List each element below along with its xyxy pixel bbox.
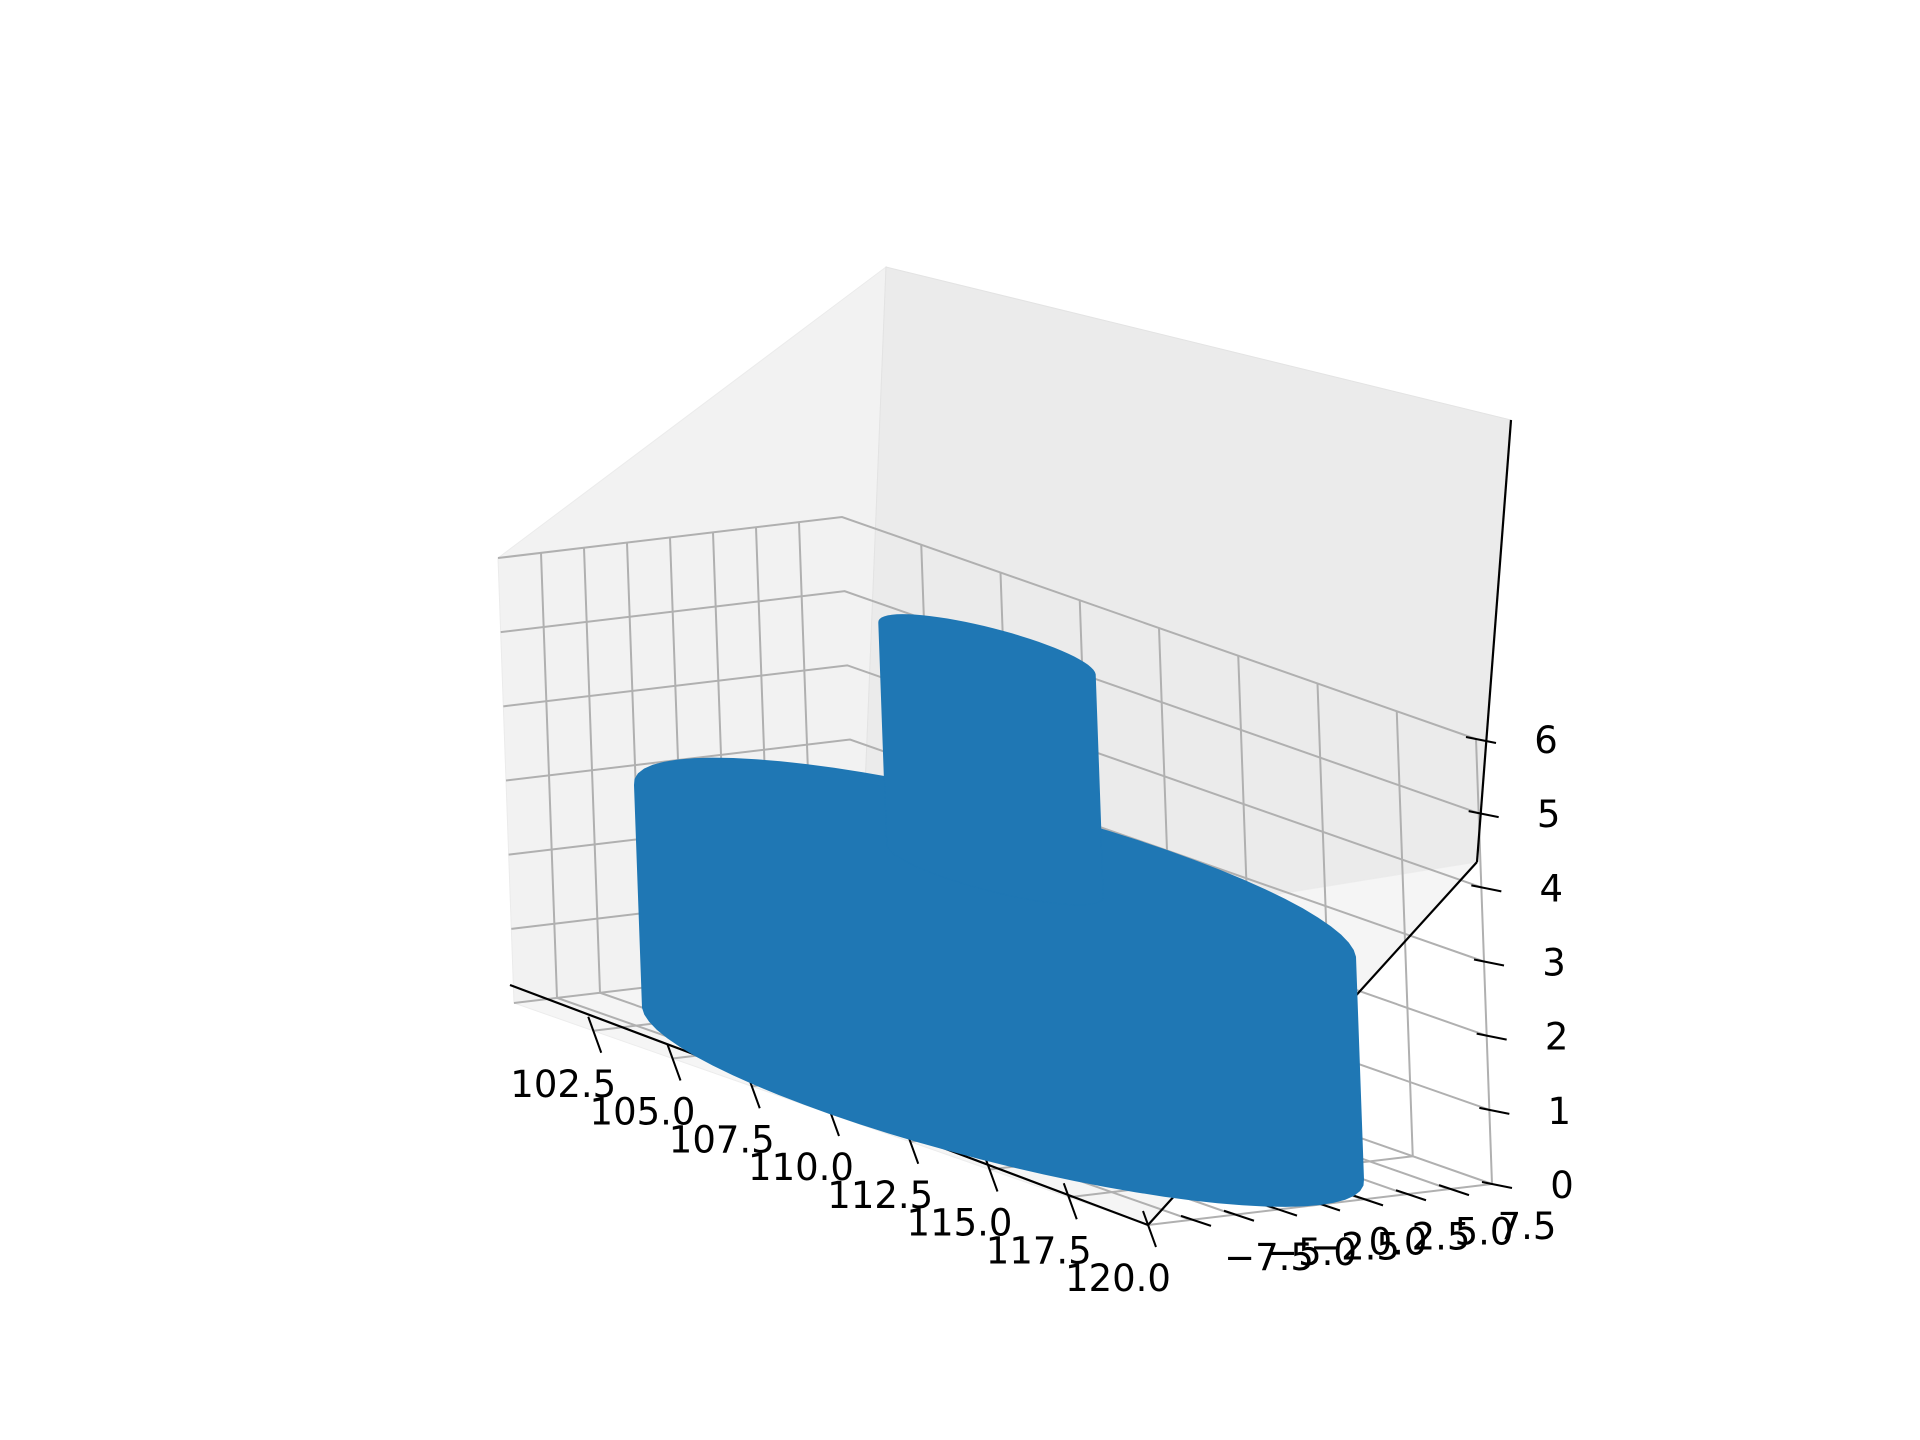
x-tick-mark [666,1044,682,1081]
surface [633,614,1365,1207]
z-axis-line [1475,419,1513,863]
y-tick-label: −7.5 [1224,1236,1314,1279]
z-grid-line [505,738,1485,963]
z-tick-mark [1479,1106,1510,1115]
y-tick-label: 0.0 [1369,1221,1428,1264]
tick-marks [587,736,1513,1248]
y-tick-labels: −7.5−5.0−2.50.02.55.07.5 [1224,1205,1556,1279]
x-tick-label: 110.0 [748,1146,854,1189]
x-tick-label: 105.0 [590,1091,696,1134]
z-tick-mark [1476,1032,1507,1041]
y-tick-label: 7.5 [1498,1205,1557,1248]
z-tick-labels: 0 1 2 3 4 5 6 [1534,719,1574,1207]
z-tick-label: 4 [1540,867,1564,910]
z-tick-mark [1471,884,1502,893]
y-tick-label: 5.0 [1455,1210,1514,1253]
y-tick-label: 2.5 [1412,1215,1471,1258]
y-tick-mark [1180,1214,1212,1227]
z-tick-label: 5 [1537,793,1561,836]
x-tick-label: 107.5 [669,1118,775,1161]
x-tick-mark [587,1016,603,1054]
z-tick-mark [1473,958,1505,967]
y-tick-mark [1266,1204,1298,1217]
z-tick-mark [1468,810,1499,819]
x-tick-label: 115.0 [907,1202,1013,1245]
x-tick-label: 102.5 [510,1063,616,1106]
z-tick-label: 3 [1542,942,1566,985]
x-tick-mark [1062,1182,1078,1220]
z-grid-line [503,664,1482,889]
z-tick-mark [1465,736,1497,744]
y-tick-mark [1395,1189,1427,1202]
z-tick-mark [1481,1181,1513,1189]
x-tick-mark [983,1155,999,1192]
x-tick-label: 112.5 [827,1174,933,1217]
surface-top-column [878,614,1104,906]
y-tick-mark [1223,1209,1255,1222]
z-grid-line [500,590,1479,815]
y-tick-mark [1352,1194,1384,1207]
z-grid-line [497,515,1477,740]
y-tick-label: −5.0 [1267,1231,1357,1274]
surface-base-cylinder [633,757,1365,1207]
y-tick-mark [1438,1184,1470,1197]
z-tick-label: 6 [1534,719,1558,762]
z-tick-label: 0 [1550,1164,1574,1207]
y-tick-label: −2.5 [1310,1226,1400,1269]
z-tick-label: 1 [1548,1090,1572,1133]
x-tick-mark [1142,1210,1157,1248]
x-tick-label: 120.0 [1065,1257,1171,1300]
x-tick-label: 117.5 [986,1229,1092,1272]
z-tick-label: 2 [1545,1016,1569,1059]
